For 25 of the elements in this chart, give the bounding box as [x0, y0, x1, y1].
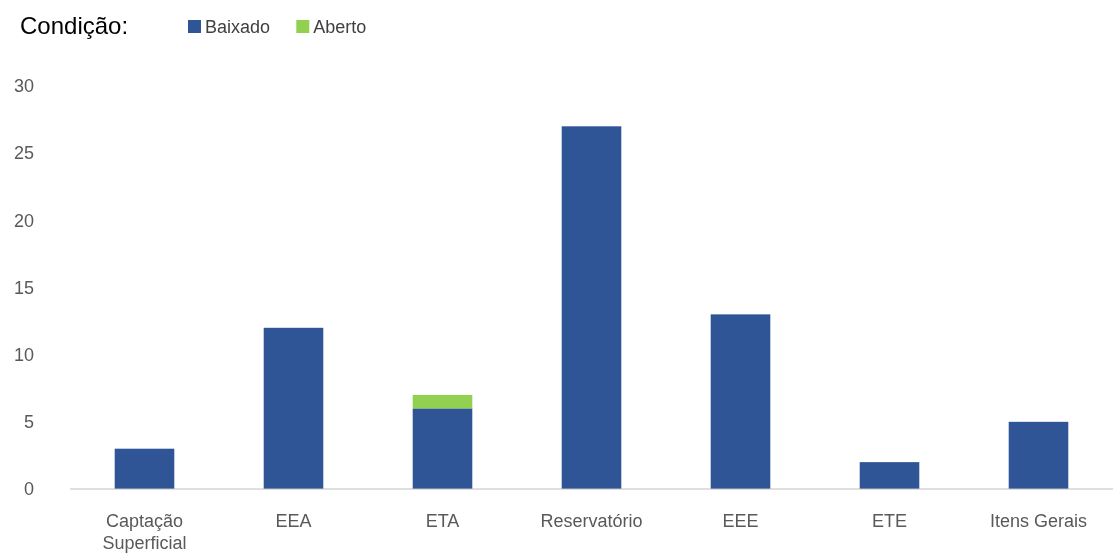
x-tick-label: EEA: [275, 511, 312, 531]
x-tick-label: EEE: [722, 511, 759, 531]
bar: [412, 394, 473, 409]
bar: [412, 408, 473, 489]
bar: [561, 126, 622, 489]
legend-label: Baixado: [205, 17, 271, 37]
bar: [859, 462, 920, 489]
y-tick-label: 30: [13, 76, 34, 97]
x-tick-label: ETE: [871, 511, 908, 531]
bar: [263, 327, 324, 489]
bar: [114, 448, 175, 489]
y-tick-label: 0: [23, 479, 34, 500]
x-tick-label: ETA: [425, 511, 460, 531]
y-tick-label: 15: [13, 277, 34, 298]
bar: [710, 314, 771, 489]
y-tick-label: 25: [13, 143, 34, 164]
y-tick-label: 10: [13, 344, 34, 365]
y-tick-label: 20: [13, 210, 34, 231]
x-tick-label: Reservatório: [540, 511, 643, 531]
legend-title: Condição:: [20, 12, 129, 39]
x-tick-label: Itens Gerais: [989, 511, 1088, 531]
x-tick-label: Captação Superficial: [102, 511, 187, 553]
bar: [1008, 421, 1069, 489]
legend-label: Aberto: [313, 17, 367, 37]
y-tick-label: 5: [23, 412, 34, 433]
